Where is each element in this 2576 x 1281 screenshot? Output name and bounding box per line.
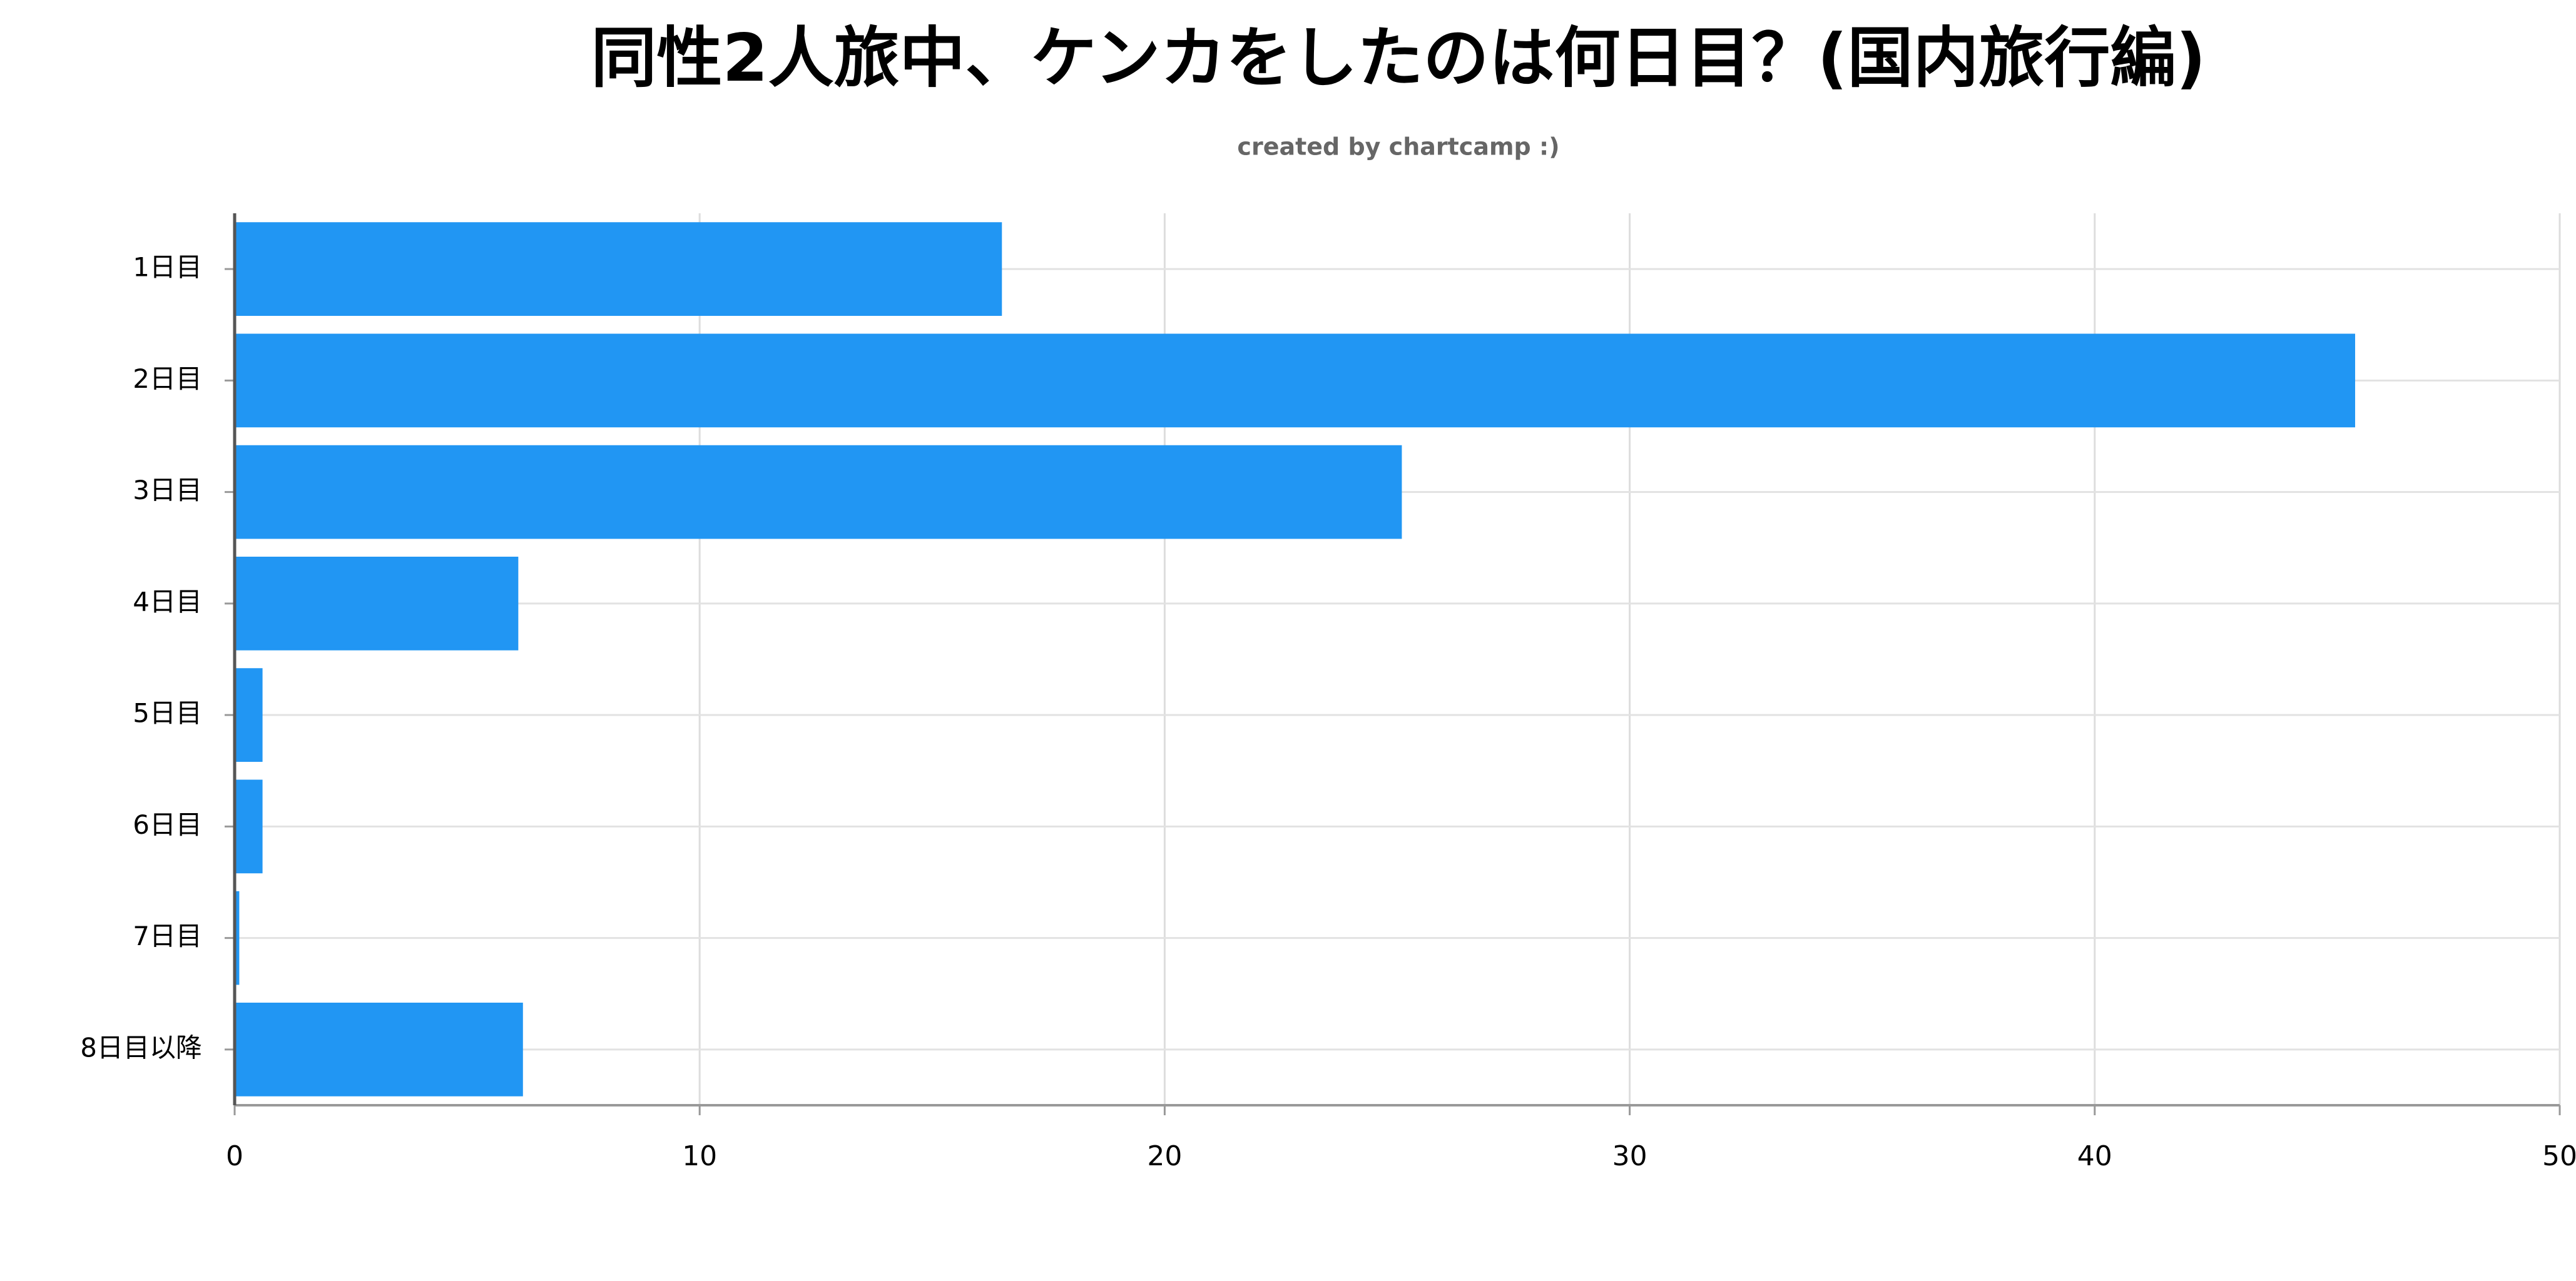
y-tick-label: 7日目 xyxy=(133,921,202,951)
y-tick-label: 8日目以降 xyxy=(80,1032,202,1063)
x-tick-label: 0 xyxy=(226,1140,243,1172)
x-tick-label: 30 xyxy=(1612,1140,1647,1172)
bar xyxy=(235,557,519,651)
bar xyxy=(235,668,263,762)
y-tick-label: 2日目 xyxy=(133,363,202,394)
x-tick-label: 10 xyxy=(682,1140,717,1172)
bar xyxy=(235,779,263,874)
x-tick-label: 50 xyxy=(2542,1140,2576,1172)
x-tick-label: 40 xyxy=(2077,1140,2112,1172)
chart-subtitle: created by chartcamp :) xyxy=(1237,133,1559,161)
bar xyxy=(235,333,2355,428)
bar xyxy=(235,1003,523,1096)
bar xyxy=(235,222,1002,316)
y-tick-label: 4日目 xyxy=(133,586,202,617)
bar xyxy=(235,891,240,985)
y-tick-label: 1日目 xyxy=(133,252,202,283)
bar xyxy=(235,445,1402,539)
y-tick-label: 3日目 xyxy=(133,475,202,505)
chart-title: 同性2人旅中、ケンカをしたのは何日目？(国内旅行編) xyxy=(591,20,2206,96)
y-tick-label: 6日目 xyxy=(133,809,202,840)
x-tick-label: 20 xyxy=(1147,1140,1182,1172)
y-tick-label: 5日目 xyxy=(133,698,202,729)
